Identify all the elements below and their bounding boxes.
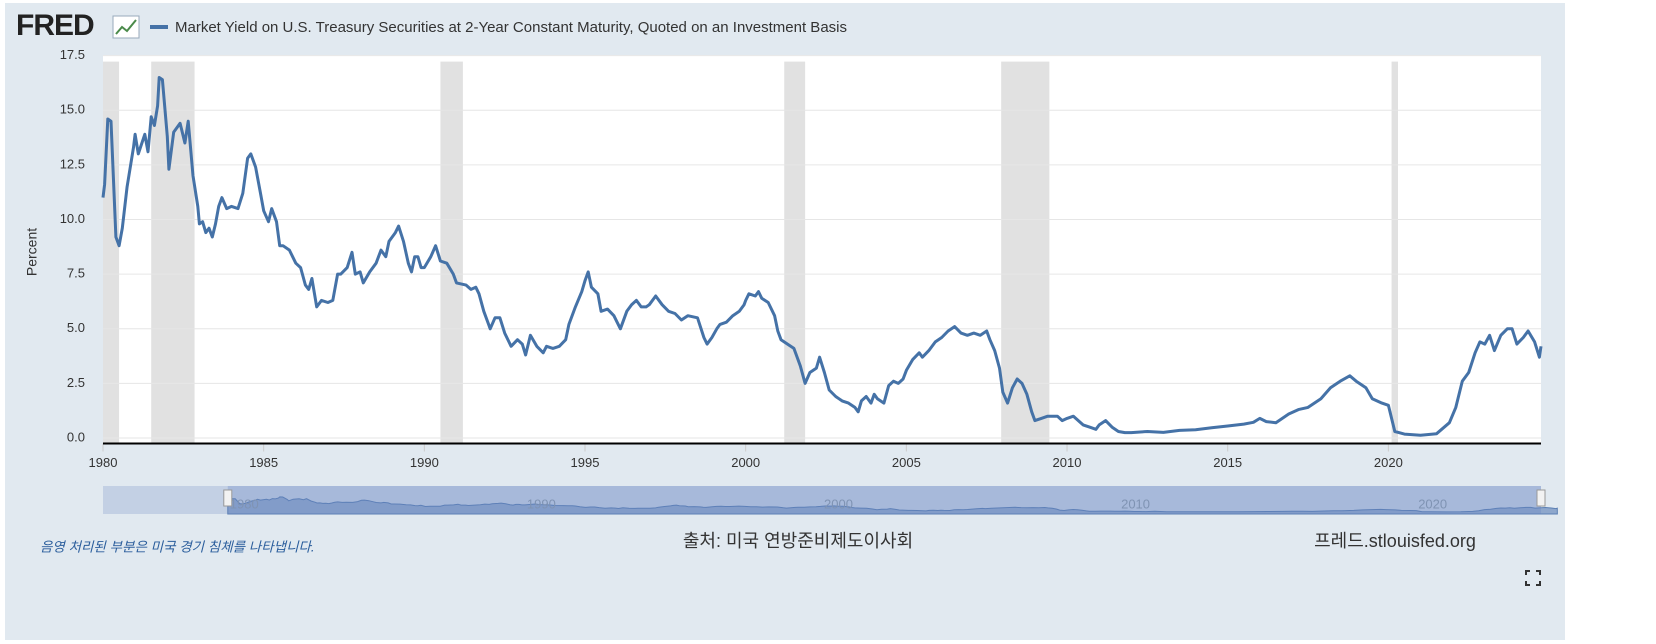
navigator-selection (227, 486, 1541, 514)
y-axis-label: Percent (24, 228, 40, 276)
recession-band (784, 61, 806, 444)
recession-band (103, 61, 120, 444)
navigator-tick-label: 2010 (1121, 496, 1150, 511)
navigator-tick-label: 1980 (230, 496, 259, 511)
navigator-tick-label: 2000 (824, 496, 853, 511)
y-tick-label: 5.0 (67, 320, 85, 335)
series-line (101, 76, 1543, 437)
x-tick-label: 2005 (892, 455, 921, 470)
fullscreen-button[interactable] (1525, 570, 1541, 586)
navigator-area (227, 496, 1558, 515)
recession-band (1391, 61, 1399, 444)
x-tick-label: 1995 (571, 455, 600, 470)
x-tick-label: 1990 (410, 455, 439, 470)
y-tick-label: 10.0 (60, 211, 85, 226)
y-tick-label: 0.0 (67, 429, 85, 444)
x-tick-label: 1980 (89, 455, 118, 470)
logo-icon[interactable] (112, 15, 140, 39)
x-tick-label: 2020 (1374, 455, 1403, 470)
x-tick-label: 2000 (731, 455, 760, 470)
note: 음영 처리된 부분은 미국 경기 침체를 나타냅니다. (40, 540, 315, 555)
navigator-tick-label: 2020 (1418, 496, 1447, 511)
recession-band (440, 61, 463, 444)
y-tick-label: 15.0 (60, 102, 85, 117)
x-tick-label: 2015 (1213, 455, 1242, 470)
source: 출처: 미국 연방준비제도이사회 (683, 531, 913, 551)
x-tick-label: 2010 (1053, 455, 1082, 470)
logo-icon-line (115, 19, 137, 35)
legend-label[interactable]: Market Yield on U.S. Treasury Securities… (175, 19, 847, 36)
y-tick-label: 17.5 (60, 47, 85, 62)
logo: FRED (16, 9, 94, 42)
recession-band (1001, 61, 1050, 444)
recession-band (151, 61, 195, 444)
navigator-handle[interactable] (1536, 489, 1546, 507)
x-tick-label: 1985 (249, 455, 278, 470)
navigator-handle[interactable] (223, 489, 233, 507)
plot-area (103, 55, 1541, 444)
site[interactable]: 프레드.stlouisfed.org (1314, 531, 1476, 551)
y-tick-label: 12.5 (60, 156, 85, 171)
y-tick-label: 7.5 (67, 266, 85, 281)
y-tick-label: 2.5 (67, 375, 85, 390)
navigator-tick-label: 1990 (527, 496, 556, 511)
